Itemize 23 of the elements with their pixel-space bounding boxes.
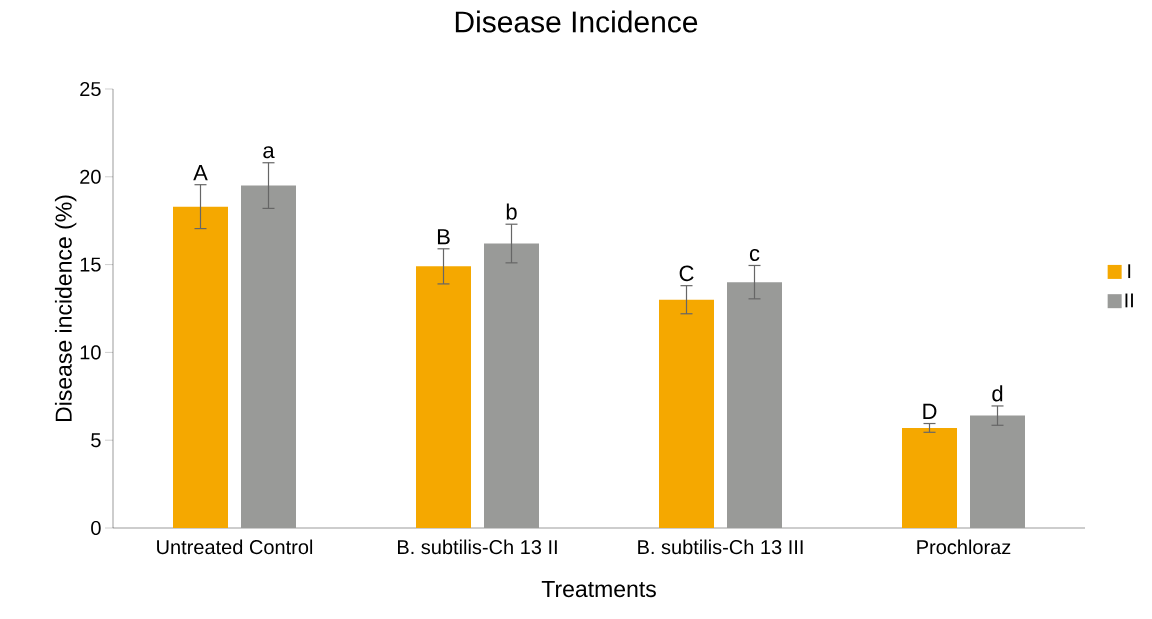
x-tick-label: Prochloraz (917, 539, 1011, 555)
annotation: d (992, 385, 1003, 402)
x-tick-label: Untreated Control (157, 539, 313, 555)
annotation: b (506, 203, 517, 220)
annotation: A (193, 165, 208, 181)
annotation: c (749, 248, 760, 261)
y-tick-label: 5 (91, 433, 101, 448)
y-tick-label: 20 (80, 169, 101, 184)
annotation: B (437, 229, 450, 245)
annotation: a (263, 146, 275, 159)
y-tick-label: 10 (80, 345, 101, 360)
x-axis-title: Treatments (541, 581, 656, 598)
annotation: C (679, 265, 694, 282)
x-tick-label: B. subtilis-Ch 13 III (638, 539, 803, 555)
annotation: D (923, 403, 937, 419)
y-tick-label: 25 (80, 81, 101, 97)
chart-title: Disease Incidence (455, 10, 698, 33)
y-tick-label: 0 (91, 520, 101, 536)
x-tick-label: B. subtilis-Ch 13 II (398, 539, 557, 555)
legend-label: I (1128, 264, 1131, 279)
y-tick-label: 15 (80, 257, 101, 272)
legend-label: II (1125, 293, 1133, 308)
y-axis-title: Disease incidence (%) (54, 195, 77, 422)
